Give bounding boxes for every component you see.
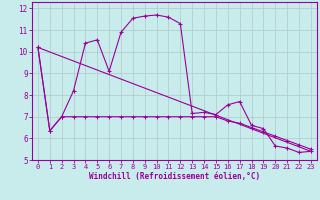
X-axis label: Windchill (Refroidissement éolien,°C): Windchill (Refroidissement éolien,°C) bbox=[89, 172, 260, 181]
